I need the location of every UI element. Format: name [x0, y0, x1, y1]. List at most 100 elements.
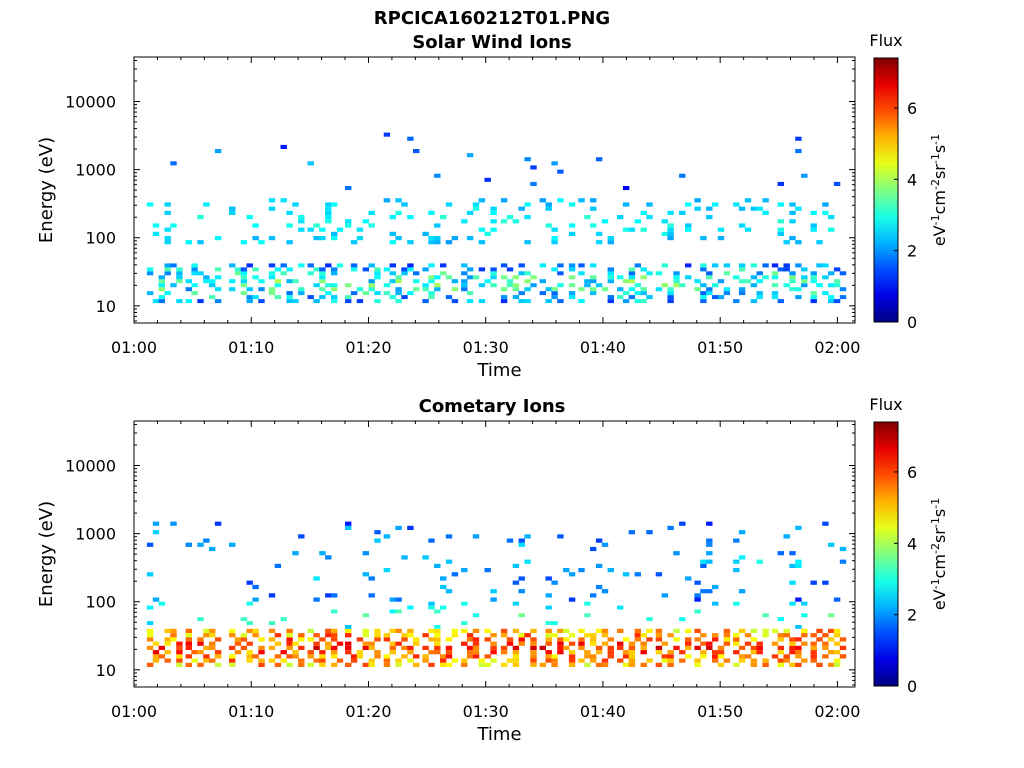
heatmap-cell [422, 633, 429, 638]
heatmap-cell [307, 227, 314, 232]
heatmap-cell [601, 287, 609, 292]
heatmap-cell [634, 219, 641, 224]
heatmap-cell [839, 546, 847, 552]
heatmap-cell [685, 275, 692, 280]
heatmap-cell [234, 641, 242, 646]
heatmap-cell [640, 650, 647, 655]
heatmap-cell [176, 654, 183, 659]
heatmap-cell [700, 633, 707, 638]
heatmap-cell [512, 601, 520, 606]
heatmap-cell [350, 263, 358, 268]
heatmap-cell [706, 542, 713, 547]
heatmap-cell [252, 236, 259, 241]
heatmap-cell [601, 658, 609, 663]
heatmap-cell [252, 275, 259, 280]
heatmap-cell [484, 177, 491, 182]
heatmap-cell [472, 650, 480, 655]
heatmap-cell [810, 633, 817, 638]
heatmap-cell [490, 597, 497, 602]
heatmap-cell [816, 662, 823, 667]
heatmap-cell [810, 271, 817, 276]
heatmap-cell [252, 295, 259, 300]
heatmap-cell [551, 227, 558, 232]
heatmap-cell [685, 654, 692, 659]
heatmap-cell [822, 202, 829, 207]
heatmap-cell [268, 593, 276, 598]
figure-title: RPCICA160212T01.PNG [374, 8, 610, 29]
heatmap-cell [368, 662, 375, 667]
heatmap-cell [822, 633, 829, 638]
heatmap-cell [530, 283, 537, 288]
heatmap-cell [551, 658, 558, 663]
heatmap-cell [694, 628, 701, 633]
heatmap-cell [607, 271, 614, 276]
heatmap-cell [461, 219, 468, 224]
heatmap-cell [622, 227, 630, 232]
heatmap-cell [191, 291, 198, 296]
heatmap-cell [712, 654, 719, 659]
heatmap-cell [401, 654, 408, 659]
heatmap-cell [628, 279, 636, 284]
heatmap-cell [518, 299, 525, 304]
heatmap-cell [356, 650, 364, 655]
colorbar-tick-label: 4 [907, 534, 917, 553]
heatmap-cell [152, 530, 160, 535]
heatmap-cell [325, 263, 332, 268]
heatmap-cell [810, 295, 817, 300]
heatmap-cell [307, 271, 314, 276]
heatmap-cell [240, 271, 248, 276]
heatmap-cell [712, 658, 719, 663]
heatmap-cell [246, 621, 253, 625]
heatmap-cell [434, 637, 441, 642]
heatmap-cell [428, 210, 435, 215]
heatmap-cell [712, 637, 719, 642]
heatmap-cell [389, 240, 396, 245]
heatmap-cell [209, 641, 216, 646]
heatmap-cell [563, 628, 570, 633]
heatmap-cell [383, 534, 391, 539]
heatmap-cell [762, 633, 769, 638]
heatmap-cell [750, 206, 758, 211]
colorbar-units: eV-1cm-2sr-1s-1 [929, 134, 950, 246]
heatmap-cell [694, 637, 701, 642]
heatmap-cell [738, 589, 746, 594]
heatmap-cell [434, 223, 441, 228]
heatmap-cell [434, 641, 441, 646]
heatmap-cell [512, 654, 520, 659]
heatmap-cell [738, 267, 746, 272]
heatmap-cell [325, 215, 332, 220]
heatmap-cell [389, 628, 396, 633]
heatmap-cell [640, 275, 647, 280]
heatmap-cell [368, 263, 375, 268]
heatmap-cell [578, 263, 585, 268]
heatmap-cell [407, 136, 414, 141]
heatmap-cell [733, 202, 740, 207]
heatmap-cell [622, 291, 630, 296]
heatmap-cell [539, 662, 546, 667]
heatmap-cell [440, 605, 447, 610]
heatmap-cell [246, 628, 253, 633]
colorbar [873, 421, 899, 687]
heatmap-cell [268, 637, 276, 642]
heatmap-cell [286, 223, 293, 228]
heatmap-cell [407, 645, 414, 650]
heatmap-cell [706, 215, 713, 220]
heatmap-cell [545, 641, 552, 646]
heatmap-cell [500, 219, 508, 224]
heatmap-cell [512, 283, 520, 288]
heatmap-cell [451, 279, 459, 284]
heatmap-cell [490, 658, 497, 663]
heatmap-cell [771, 654, 779, 659]
heatmap-cell [795, 637, 802, 642]
heatmap-cell [545, 628, 552, 633]
heatmap-cell [518, 291, 525, 296]
heatmap-cell [833, 279, 841, 284]
heatmap-cell [789, 650, 796, 655]
heatmap-cell [733, 568, 740, 573]
heatmap-cell [395, 609, 402, 614]
heatmap-cell [590, 291, 597, 296]
heatmap-cell [506, 267, 514, 272]
colorbar-tick-label: 4 [907, 170, 917, 189]
heatmap-cell [777, 227, 784, 232]
heatmap-cell [595, 538, 603, 543]
